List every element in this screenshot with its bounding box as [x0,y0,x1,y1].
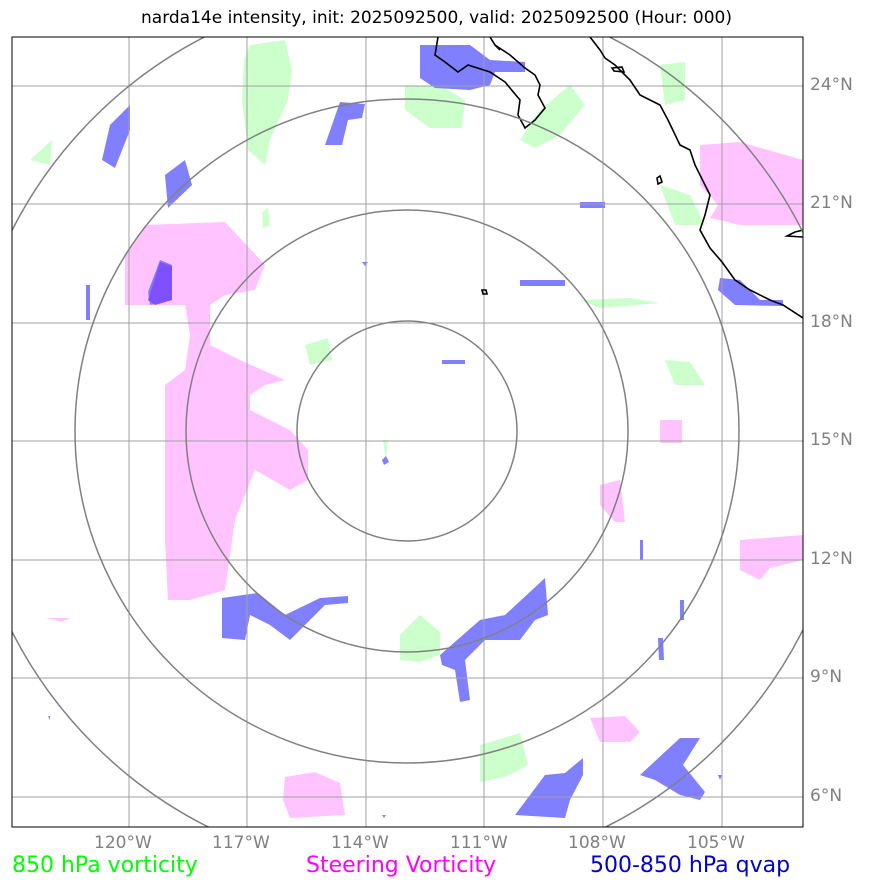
map-frame [11,36,804,828]
vorticity-850-areas [30,40,705,782]
lon-label: 117°W [212,833,270,853]
legend-850-vorticity: 850 hPa vorticity [12,853,198,878]
lat-label: 24°N [810,75,853,95]
legend-steering-vorticity: Steering Vorticity [306,853,497,878]
coastline [434,37,803,319]
lon-label: 105°W [687,833,745,853]
lon-label: 111°W [450,833,508,853]
lat-label: 15°N [810,430,853,450]
lon-label: 108°W [568,833,626,853]
graticule [12,37,803,827]
lon-label: 114°W [331,833,389,853]
lat-label: 12°N [810,549,853,569]
lat-label: 18°N [810,312,853,332]
lat-label: 9°N [810,667,843,687]
lat-label: 6°N [810,786,843,806]
range-rings [12,37,803,827]
lat-label: 21°N [810,193,853,213]
lon-label: 120°W [94,833,152,853]
map-title: narda14e intensity, init: 2025092500, va… [141,8,732,28]
steering-vorticity-areas [46,142,803,818]
legend-qvap: 500-850 hPa qvap [590,853,791,878]
qvap-overlap-area [148,262,172,305]
